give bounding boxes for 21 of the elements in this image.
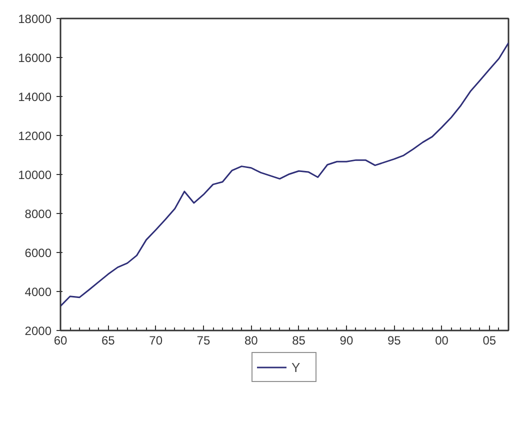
y-tick-label: 14000	[18, 90, 52, 104]
legend-label: Y	[292, 360, 302, 374]
x-tick-label: 90	[340, 334, 354, 348]
y-tick-label: 4000	[24, 285, 52, 299]
y-tick-label: 12000	[18, 129, 52, 143]
x-tick-label: 70	[149, 334, 163, 348]
x-tick-label: 00	[435, 334, 449, 348]
x-tick-label: 05	[482, 334, 496, 348]
y-tick-label: 10000	[18, 168, 52, 182]
x-tick-label: 95	[387, 334, 402, 348]
y-tick-label: 18000	[18, 12, 52, 26]
x-tick-label: 65	[101, 334, 116, 348]
x-tick-label: 60	[54, 334, 68, 348]
x-tick-label: 75	[196, 334, 210, 348]
y-tick-label: 16000	[18, 51, 52, 65]
y-tick-label: 8000	[24, 207, 52, 221]
y-tick-label: 2000	[24, 324, 52, 338]
x-tick-label: 85	[292, 334, 306, 348]
x-tick-label: 80	[244, 334, 258, 348]
line-series	[60, 42, 508, 307]
y-tick-label: 6000	[24, 246, 52, 260]
